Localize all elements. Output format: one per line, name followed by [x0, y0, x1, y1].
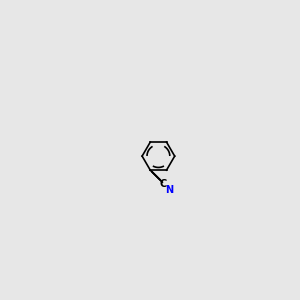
Text: N: N [165, 185, 173, 195]
Text: C: C [159, 179, 167, 189]
